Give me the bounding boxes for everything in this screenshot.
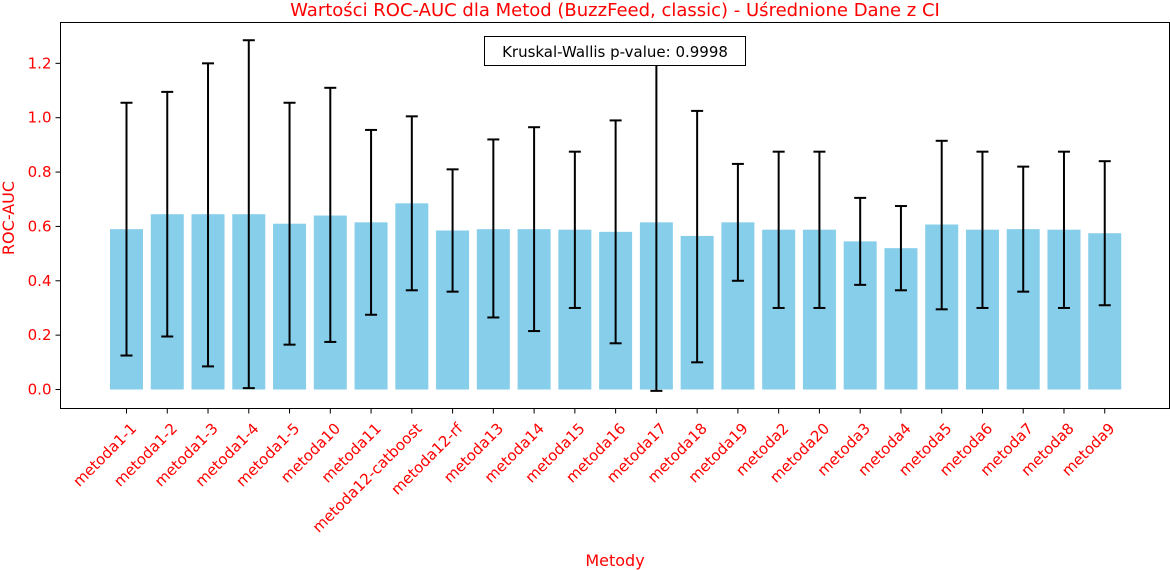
y-tick-label: 1.0 [28,109,52,127]
error-bar-metoda1-4 [242,39,255,390]
x-axis: metoda1-1metoda1-2metoda1-3metoda1-4meto… [69,408,1118,536]
error-bar-metoda1-1 [120,101,133,357]
x-axis-label: Metody [585,551,644,570]
annotation-frame [484,36,746,66]
chart-title: Wartości ROC-AUC dla Metod (BuzzFeed, cl… [290,0,940,21]
error-bar-metoda7 [1017,165,1030,293]
error-bar-metoda18 [691,109,704,364]
kruskal-wallis-annotation: Kruskal-Wallis p-value: 0.9998 [502,43,728,61]
error-bar-metoda12-rf [446,168,459,293]
error-bar-metoda10 [324,86,337,343]
y-tick-label: 1.2 [28,54,52,72]
error-bar-metoda4 [894,205,907,292]
y-axis-label: ROC-AUC [0,181,18,255]
error-bar-metoda1-2 [161,90,174,338]
error-bar-metoda13 [487,138,500,319]
error-bar-metoda8 [1057,150,1070,309]
error-bar-metoda19 [731,162,744,282]
y-tick-label: 0.0 [28,381,52,399]
error-bar-metoda11 [365,128,378,316]
error-bar-metoda3 [854,196,867,286]
error-bar-metoda5 [935,139,948,311]
bars-layer [110,203,1122,390]
error-bar-metoda12-catboost [405,115,418,292]
annotation-box: Kruskal-Wallis p-value: 0.9998 [484,36,746,66]
error-bar-metoda16 [609,119,622,345]
error-bars-layer [120,39,1111,392]
error-bar-metoda1-5 [283,101,296,346]
error-bar-metoda1-3 [202,62,215,368]
error-bar-metoda15 [568,150,581,309]
error-bar-metoda2 [772,150,785,309]
y-tick-label: 0.2 [28,326,52,344]
y-tick-label: 0.4 [28,272,52,290]
error-bar-metoda20 [813,150,826,309]
y-tick-label: 0.8 [28,163,52,181]
y-tick-label: 0.6 [28,217,52,235]
y-axis: 0.0 0.2 0.4 0.6 0.8 1.0 1.2 [28,54,61,399]
error-bar-metoda14 [528,126,541,333]
error-bar-metoda9 [1098,160,1111,307]
error-bar-metoda6 [976,150,989,309]
